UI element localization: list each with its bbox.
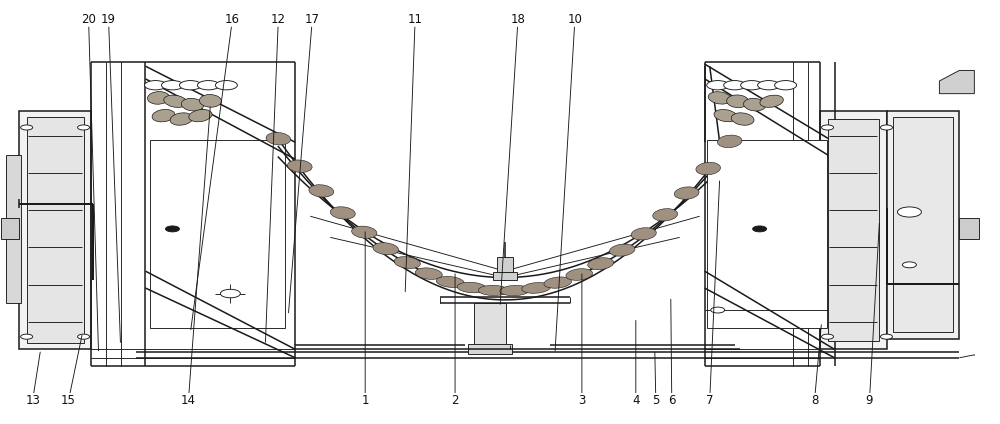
Bar: [707, 140, 827, 328]
Text: 9: 9: [866, 393, 873, 407]
Bar: [474, 303, 506, 345]
Text: 10: 10: [567, 13, 582, 26]
Text: 1: 1: [361, 393, 369, 407]
Bar: [959, 218, 979, 240]
Ellipse shape: [266, 132, 291, 145]
Circle shape: [724, 81, 746, 90]
Ellipse shape: [631, 228, 656, 240]
Ellipse shape: [588, 258, 614, 270]
Text: 18: 18: [511, 13, 525, 26]
Bar: [497, 257, 513, 272]
Circle shape: [165, 226, 179, 232]
Bar: [19, 111, 91, 349]
Circle shape: [822, 125, 834, 130]
Circle shape: [711, 307, 725, 313]
Circle shape: [197, 81, 219, 90]
Circle shape: [144, 81, 166, 90]
Ellipse shape: [500, 285, 530, 296]
Text: 19: 19: [101, 13, 116, 26]
Circle shape: [707, 81, 729, 90]
Ellipse shape: [309, 185, 334, 197]
Ellipse shape: [544, 277, 572, 288]
Bar: [1, 218, 19, 240]
Ellipse shape: [147, 92, 170, 104]
Bar: [468, 344, 512, 354]
Ellipse shape: [478, 285, 508, 296]
Text: 5: 5: [652, 393, 659, 407]
Ellipse shape: [330, 207, 355, 219]
Text: 14: 14: [181, 393, 196, 407]
Ellipse shape: [181, 98, 204, 111]
Bar: [820, 111, 887, 349]
Text: 11: 11: [408, 13, 423, 26]
Ellipse shape: [189, 109, 212, 122]
Circle shape: [758, 81, 780, 90]
Circle shape: [179, 81, 201, 90]
Text: 17: 17: [305, 13, 320, 26]
Polygon shape: [939, 70, 974, 94]
Ellipse shape: [394, 257, 420, 268]
Circle shape: [78, 334, 90, 339]
Circle shape: [21, 125, 33, 130]
Bar: [150, 140, 285, 328]
Circle shape: [880, 125, 892, 130]
Ellipse shape: [609, 244, 635, 256]
Ellipse shape: [760, 95, 783, 107]
Ellipse shape: [696, 162, 720, 175]
Circle shape: [161, 81, 183, 90]
Ellipse shape: [727, 95, 749, 108]
Circle shape: [21, 334, 33, 339]
Ellipse shape: [436, 276, 464, 287]
Bar: [893, 117, 953, 332]
Ellipse shape: [731, 113, 754, 125]
Ellipse shape: [170, 113, 193, 125]
Ellipse shape: [287, 160, 312, 173]
Ellipse shape: [415, 268, 442, 279]
Ellipse shape: [566, 269, 593, 280]
Circle shape: [880, 334, 892, 339]
Circle shape: [897, 207, 921, 217]
Ellipse shape: [152, 109, 175, 122]
Ellipse shape: [744, 98, 766, 111]
Bar: [493, 272, 517, 280]
Bar: [27, 117, 84, 343]
Text: 15: 15: [61, 393, 76, 407]
Text: 12: 12: [271, 13, 286, 26]
Ellipse shape: [373, 243, 399, 255]
Ellipse shape: [164, 95, 187, 107]
Ellipse shape: [352, 226, 377, 238]
Ellipse shape: [708, 92, 731, 104]
Text: 13: 13: [25, 393, 40, 407]
Circle shape: [215, 81, 237, 90]
Bar: [887, 111, 959, 339]
Text: 8: 8: [811, 393, 818, 407]
Text: 4: 4: [632, 393, 640, 407]
Text: 7: 7: [706, 393, 713, 407]
Ellipse shape: [199, 95, 221, 107]
Text: 16: 16: [225, 13, 240, 26]
Text: 20: 20: [81, 13, 96, 26]
Circle shape: [775, 81, 797, 90]
Text: 6: 6: [668, 393, 676, 407]
Ellipse shape: [457, 282, 486, 293]
Text: 2: 2: [451, 393, 459, 407]
Circle shape: [753, 226, 767, 232]
Circle shape: [220, 289, 240, 298]
Text: 3: 3: [578, 393, 586, 407]
Circle shape: [741, 81, 763, 90]
Circle shape: [822, 334, 834, 339]
Ellipse shape: [717, 135, 742, 148]
Ellipse shape: [674, 187, 699, 199]
Ellipse shape: [714, 109, 737, 122]
Circle shape: [902, 262, 916, 268]
Circle shape: [78, 125, 90, 130]
Ellipse shape: [653, 209, 678, 221]
Bar: [6, 155, 21, 303]
Bar: [828, 119, 879, 341]
Ellipse shape: [522, 282, 551, 293]
